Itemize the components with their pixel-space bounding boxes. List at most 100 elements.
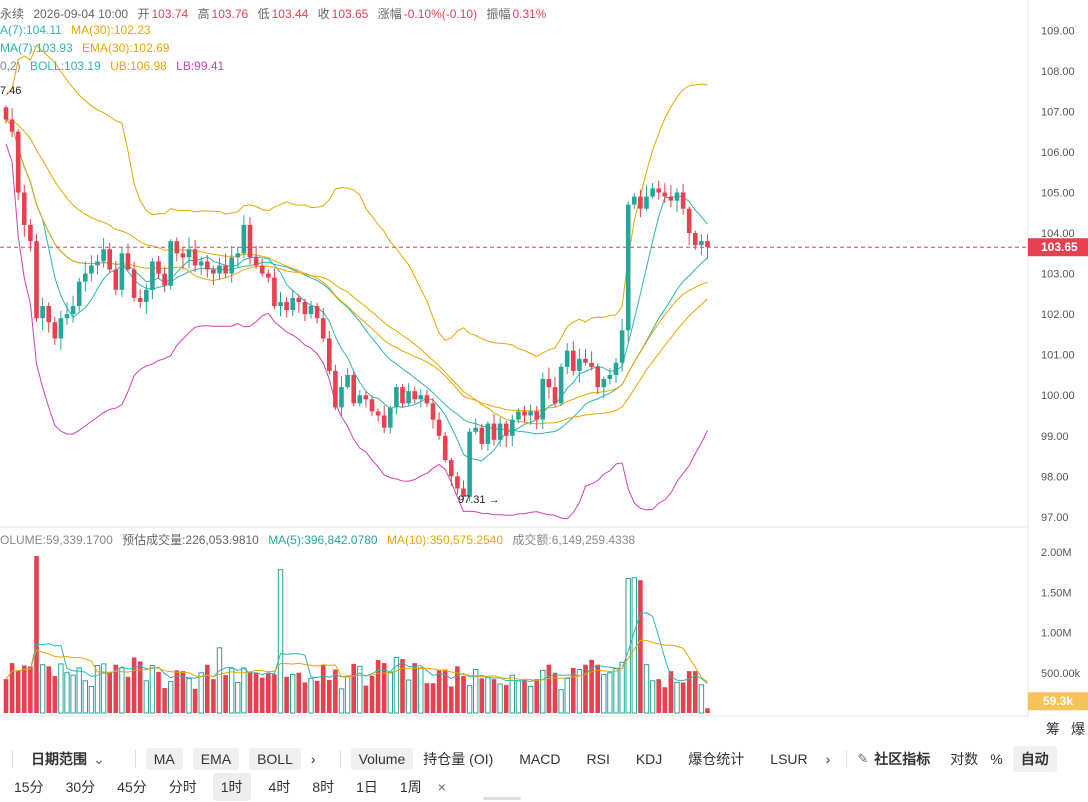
volume-bar-down <box>442 669 448 713</box>
candle-up <box>241 224 247 254</box>
ema-toggle[interactable]: EMA <box>192 748 240 770</box>
divider <box>339 750 341 768</box>
candle-down <box>52 322 58 339</box>
volume-bar-up <box>58 663 64 714</box>
candle-down <box>491 423 497 440</box>
volume-bar-up <box>387 672 394 714</box>
volume-ma5: MA(5):396,842.0780 <box>268 533 378 547</box>
volume-tick-label: 1.00M <box>1041 628 1072 640</box>
interval-8h[interactable]: 8时 <box>312 779 335 795</box>
amp-value: 0.31% <box>512 7 547 21</box>
candle-down <box>693 233 698 246</box>
edit-icon[interactable]: ✎ <box>857 751 869 766</box>
volume-bar-down <box>107 671 112 713</box>
volume-bar-down <box>28 666 33 713</box>
interval-4h[interactable]: 4时 <box>268 779 291 795</box>
candle-down <box>424 395 430 404</box>
divider <box>134 750 136 768</box>
candle-up <box>89 265 94 274</box>
divider <box>12 750 27 768</box>
price-tick-label: 106.00 <box>1041 147 1075 159</box>
volume-bar-up <box>393 656 400 714</box>
candle-up <box>150 261 155 290</box>
kdj-toggle[interactable]: KDJ <box>635 751 663 767</box>
volume-tick-label: 500.00k <box>1041 668 1081 680</box>
interval-15m[interactable]: 15分 <box>14 779 44 795</box>
bar-time: 2026-09-04 10:00 <box>33 7 129 21</box>
ma-toggle[interactable]: MA <box>145 748 183 770</box>
change-value: -0.10%(-0.10) <box>403 7 478 21</box>
boll-lower-line <box>5 143 708 520</box>
candle-down <box>46 306 51 323</box>
liquidation-toggle[interactable]: 爆仓统计 <box>688 751 745 767</box>
interval-30m[interactable]: 30分 <box>65 779 96 795</box>
scroll-handle[interactable] <box>483 797 521 800</box>
interval-1h[interactable]: 1时 <box>212 773 251 801</box>
volume-bar-up <box>564 677 570 714</box>
candle-down <box>131 269 137 298</box>
candle-up <box>339 387 344 408</box>
volume-bar-down <box>546 664 552 713</box>
volume-bar-up <box>235 681 241 714</box>
interval-1d[interactable]: 1日 <box>356 779 378 795</box>
volume-bar-up <box>357 665 363 714</box>
volume-est: 预估成交量:226,053.9810 <box>122 533 259 547</box>
candle-down <box>381 415 387 428</box>
candle-down <box>479 427 485 444</box>
date-range-button[interactable]: 日期范围 <box>31 751 87 767</box>
oi-toggle[interactable]: 持仓量 (OI) <box>423 751 494 767</box>
candle-up <box>394 387 399 408</box>
axis-labels: 109.00108.00107.00106.00105.00104.00103.… <box>1028 25 1088 711</box>
price-tick-label: 102.00 <box>1041 309 1075 321</box>
volume-bar-up <box>613 668 619 714</box>
boll-toggle[interactable]: BOLL <box>249 748 301 770</box>
volume-bar-down <box>253 672 259 713</box>
volume-bar-down <box>436 670 442 713</box>
low-label: 低 <box>257 7 270 21</box>
candle-down <box>205 261 210 270</box>
volume-bar-up <box>466 685 473 714</box>
close-value: 103.65 <box>331 7 369 21</box>
volume-bar-down <box>693 671 698 713</box>
volume-bar-down <box>351 663 356 713</box>
candle-down <box>125 253 131 270</box>
community-indicators-button[interactable]: 社区指标 <box>874 751 931 767</box>
volume-bar-up <box>94 665 101 714</box>
volume-bar-down <box>705 708 710 713</box>
lb-value: LB:99.41 <box>176 59 225 73</box>
volume-bar-up <box>338 688 345 714</box>
rsi-toggle[interactable]: RSI <box>586 751 610 767</box>
chip-icon[interactable]: 筹 <box>1046 721 1060 737</box>
lsur-toggle[interactable]: LSUR <box>770 751 808 767</box>
high-value: 103.76 <box>211 7 249 21</box>
price-tick-label: 101.00 <box>1041 350 1075 362</box>
volume-bar-down <box>22 665 27 713</box>
auto-scale-toggle[interactable]: 自动 <box>1012 746 1057 772</box>
interval-timeline[interactable]: 分时 <box>168 779 197 795</box>
volume-bar-down <box>552 672 558 713</box>
close-icon[interactable]: × <box>437 779 446 795</box>
low-marker: 97.31 → <box>458 494 500 506</box>
volume-bar-down <box>320 664 326 713</box>
liquidation-icon[interactable]: 爆 <box>1071 721 1085 737</box>
candlestick-chart[interactable]: 109.00108.00107.00106.00105.00104.00103.… <box>0 0 1088 718</box>
macd-toggle[interactable]: MACD <box>519 751 561 767</box>
volume-bar-up <box>601 673 607 714</box>
volume-bar-up <box>168 681 174 714</box>
volume-value: OLUME:59,339.1700 <box>0 533 113 547</box>
log-scale-toggle[interactable]: 对数 <box>950 751 979 767</box>
chevron-down-icon[interactable]: ⌄ <box>93 750 105 767</box>
last-volume-tag <box>1028 692 1088 711</box>
volume-bar-down <box>3 679 9 713</box>
interval-1w[interactable]: 1周 <box>399 779 422 795</box>
chevron-right-icon[interactable]: › <box>310 751 316 767</box>
interval-45m[interactable]: 45分 <box>117 779 147 795</box>
amp-label: 振幅 <box>486 7 511 21</box>
volume-info: OLUME:59,339.1700 预估成交量:226,053.9810 MA(… <box>0 531 641 548</box>
volume-toggle[interactable]: Volume <box>350 748 414 770</box>
volume-bar-up <box>216 647 223 714</box>
percent-scale-toggle[interactable]: % <box>990 751 1003 767</box>
candle-down <box>266 273 271 278</box>
volume-bar-down <box>680 682 686 713</box>
chevron-right-icon[interactable]: › <box>825 751 831 767</box>
